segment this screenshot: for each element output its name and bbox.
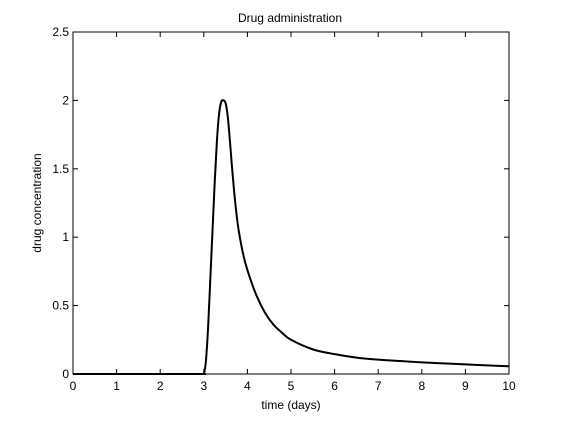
chart-title: Drug administration	[238, 11, 342, 25]
x-tick-label: 9	[462, 379, 469, 393]
series-layer	[72, 99, 510, 376]
x-tick-label: 4	[244, 379, 251, 393]
x-axis-label: time (days)	[261, 398, 320, 412]
x-tick-label: 10	[502, 379, 516, 393]
y-tick-label: 0	[62, 367, 69, 381]
x-tick-label: 1	[113, 379, 120, 393]
x-axis-ticks: 0 1 2 3 4 5 6 7 8 9 10	[70, 32, 516, 393]
y-axis-label: drug concentration	[30, 153, 44, 252]
x-tick-label: 6	[331, 379, 338, 393]
y-tick-label: 1	[62, 230, 69, 244]
axes-box	[72, 31, 510, 375]
y-tick-label: 0.5	[52, 299, 69, 313]
plot-area	[73, 32, 509, 374]
y-tick-label: 2	[62, 93, 69, 107]
x-tick-label: 7	[375, 379, 382, 393]
x-tick-label: 3	[200, 379, 207, 393]
x-tick-label: 5	[288, 379, 295, 393]
y-tick-label: 2.5	[52, 25, 69, 39]
series-line-0	[72, 99, 510, 376]
y-tick-label: 1.5	[52, 162, 69, 176]
x-tick-label: 2	[157, 379, 164, 393]
x-tick-label: 0	[70, 379, 77, 393]
x-tick-label: 8	[418, 379, 425, 393]
y-axis-ticks: 0 0.5 1 1.5 2 2.5	[52, 25, 509, 381]
